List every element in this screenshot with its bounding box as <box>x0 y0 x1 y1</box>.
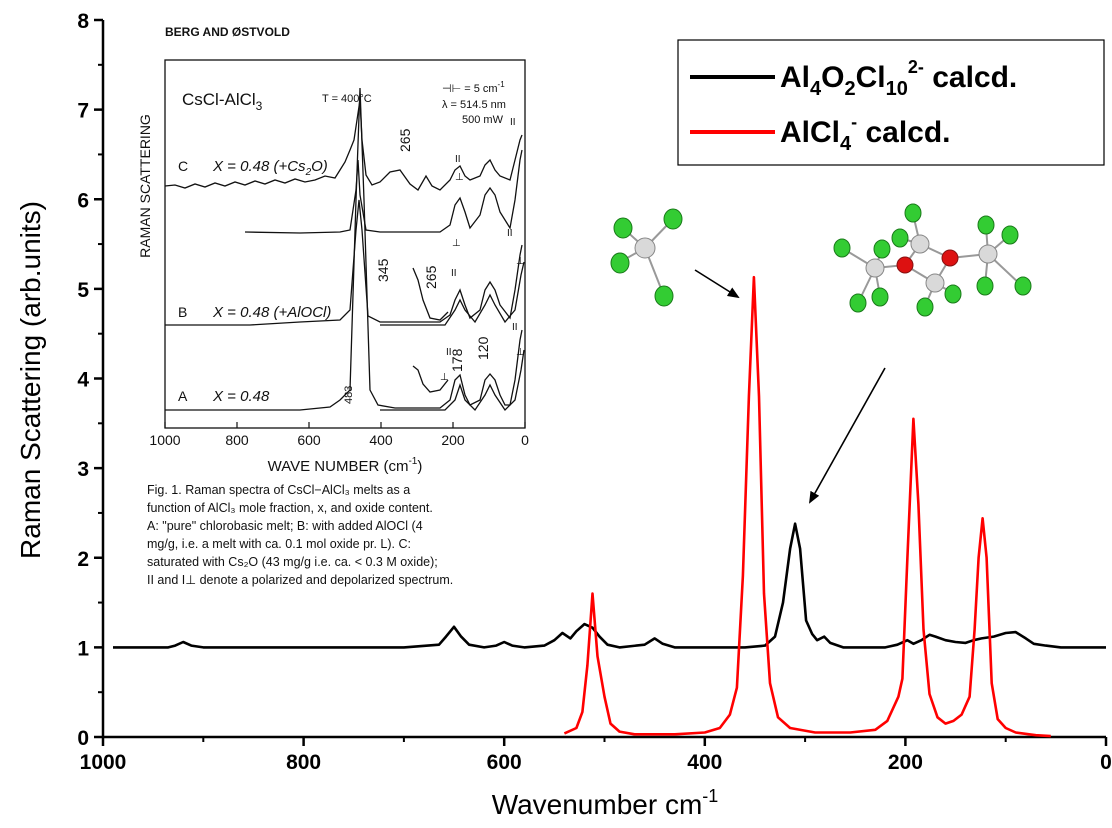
y-tick-label: 8 <box>77 10 89 33</box>
alcl4-molecule-image <box>610 208 683 307</box>
legend: Al4O2Cl102- calcd. AlCl4- calcd. <box>677 39 1105 166</box>
inset-y-label: RAMAN SCATTERING <box>137 114 153 258</box>
x-tick-label: 1000 <box>80 751 127 774</box>
legend-label-al4o2cl10: Al4O2Cl102- calcd. <box>780 57 1017 100</box>
y-tick-label: 1 <box>77 637 89 660</box>
inset-trace-b-depolarized <box>380 261 525 326</box>
inset-pol-b-1: ⊥ <box>452 238 461 249</box>
inset-x-tick-label: 400 <box>369 432 393 448</box>
inset-peak-120: 120 <box>475 336 491 360</box>
inset-x-tick-label: 1000 <box>149 432 180 448</box>
inset-system: CsCl-AlCl3 <box>182 90 263 113</box>
x-tick-label: 0 <box>1100 751 1112 774</box>
al4o2cl10-molecule-image <box>833 203 1032 317</box>
x-tick-label: 600 <box>487 751 522 774</box>
caption-line-4: mg/g, i.e. a melt with ca. 0.1 mol oxide… <box>147 537 411 551</box>
y-tick-label: 3 <box>77 458 89 481</box>
y-tick-label: 2 <box>77 548 89 571</box>
inset-trace-a-depolarized <box>380 349 525 412</box>
x-axis-title: Wavenumber cm-1 <box>492 786 719 820</box>
legend-box <box>677 39 1105 166</box>
series-al4o2cl10-line <box>113 522 1106 649</box>
legend-label-alcl4: AlCl4- calcd. <box>780 112 951 155</box>
series-alcl4-line <box>563 275 1051 738</box>
inset-label-a: A <box>178 388 188 404</box>
caption-line-2: function of AlCl₃ mole fraction, x, and … <box>147 501 433 515</box>
inset-text-c: X = 0.48 (+Cs2O) <box>212 158 328 178</box>
x-tick-label: 800 <box>286 751 321 774</box>
inset-traces <box>164 87 525 412</box>
caption-line-6: II and I⊥ denote a polarized and depolar… <box>147 573 453 587</box>
x-tick-label: 400 <box>687 751 722 774</box>
inset-temperature: T = 400°C <box>322 93 372 105</box>
inset-peak-345: 345 <box>375 258 391 282</box>
inset-label-c: C <box>178 158 188 174</box>
inset-text-a: X = 0.48 <box>212 388 270 405</box>
inset-pol-b-4: II <box>507 228 513 239</box>
inset-pol-a-4: ⊥ <box>516 347 525 358</box>
inset-pol-a-1: II <box>446 347 452 358</box>
inset-param-resolution: ⊣⊢ = 5 cm-1 <box>442 80 505 95</box>
inset-pol-c-2: ⊥ <box>455 172 464 183</box>
inset-pol-c-1: II <box>455 154 461 165</box>
inset-pol-c-3: II <box>510 117 516 128</box>
inset-figure: BERG AND ØSTVOLD CsCl-AlCl3 T = 400°C ⊣⊢… <box>118 0 538 587</box>
y-tick-label: 6 <box>77 189 89 212</box>
inset-param-wavelength: λ = 514.5 nm <box>442 99 506 111</box>
inset-caption: Fig. 1. Raman spectra of CsCl−AlCl₃ melt… <box>147 483 453 587</box>
inset-pol-a-2: ⊥ <box>440 372 449 383</box>
inset-x-tick-label: 800 <box>225 432 249 448</box>
y-tick-label: 4 <box>77 369 89 392</box>
inset-trace-c-polar <box>244 149 523 234</box>
y-tick-label: 7 <box>77 100 89 123</box>
y-axis-title: Raman Scattering (arb.units) <box>15 201 46 559</box>
arrow-to-al4o2cl10-peak <box>809 367 886 504</box>
inset-frame <box>164 59 526 429</box>
inset-trace-a <box>165 87 523 411</box>
inset-x-tick-label: 600 <box>297 432 321 448</box>
inset-axes: 1000 800 600 400 200 0 <box>149 59 529 448</box>
y-tick-label: 0 <box>77 727 89 750</box>
inset-label-b: B <box>178 304 187 320</box>
inset-pol-b-3: ⊥ <box>516 256 525 267</box>
series-layer <box>113 275 1106 738</box>
inset-trace-a-detail <box>412 365 449 393</box>
inset-peak-483: 483 <box>343 386 355 404</box>
inset-trace-c <box>164 99 523 191</box>
inset-pol-a-3: II <box>512 322 518 333</box>
arrow-to-alcl4-peak <box>694 269 740 299</box>
caption-line-5: saturated with Cs₂O (43 mg/g i.e. ca. < … <box>147 555 438 569</box>
caption-line-3: A: "pure" chlorobasic melt; B: with adde… <box>147 519 423 533</box>
inset-peak-178: 178 <box>449 348 465 372</box>
inset-x-label: WAVE NUMBER (cm-1) <box>268 456 423 475</box>
inset-peak-265-c: 265 <box>397 128 413 152</box>
inset-text-b: X = 0.48 (+AlOCl) <box>212 304 331 321</box>
inset-x-tick-label: 200 <box>441 432 465 448</box>
x-tick-label: 200 <box>888 751 923 774</box>
inset-pol-b-2: II <box>451 268 457 279</box>
x-axis-title-sup: -1 <box>702 786 718 806</box>
inset-peak-265-b: 265 <box>423 265 439 289</box>
inset-param-power: 500 mW <box>462 114 504 126</box>
inset-header: BERG AND ØSTVOLD <box>165 25 290 39</box>
inset-x-tick-label: 0 <box>521 432 529 448</box>
inset-trace-b <box>165 199 523 326</box>
caption-line-1: Fig. 1. Raman spectra of CsCl−AlCl₃ melt… <box>147 483 410 497</box>
inset-trace-b-detail <box>412 267 449 321</box>
y-tick-label: 5 <box>77 279 89 302</box>
